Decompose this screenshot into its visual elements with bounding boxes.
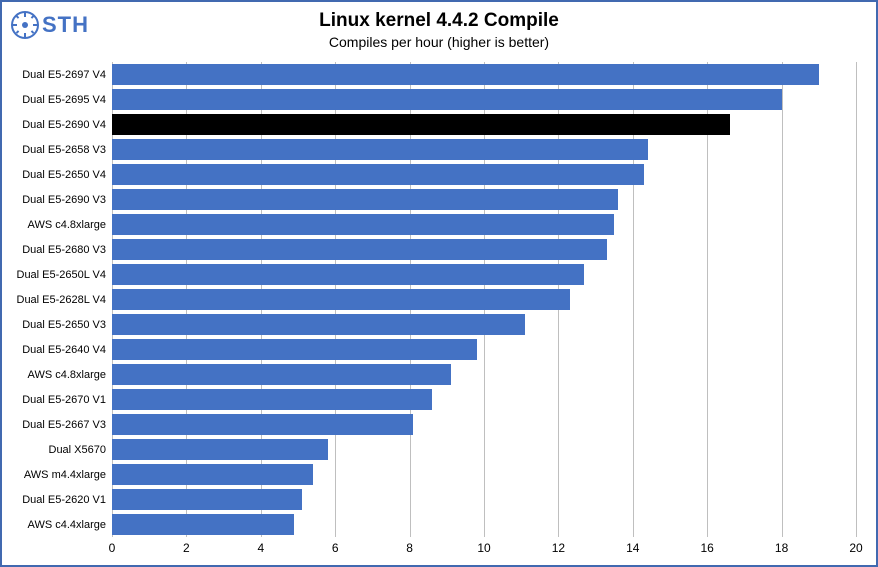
y-axis-label: AWS m4.4xlarge [24, 469, 112, 481]
y-axis-label: AWS c4.8xlarge [28, 219, 112, 231]
bar [112, 489, 302, 510]
bar-row: Dual X5670 [112, 437, 856, 462]
bar-row: Dual E5-2620 V1 [112, 487, 856, 512]
x-tick-label: 2 [183, 537, 190, 555]
chart-container: STH Linux kernel 4.4.2 Compile Compiles … [0, 0, 878, 567]
grid-line [856, 62, 857, 537]
y-axis-label: Dual E5-2690 V4 [22, 119, 112, 131]
x-tick-label: 10 [477, 537, 490, 555]
x-tick-label: 14 [626, 537, 639, 555]
bar [112, 414, 413, 435]
x-tick-label: 16 [701, 537, 714, 555]
bar [112, 439, 328, 460]
bar [112, 264, 584, 285]
chart-title: Linux kernel 4.4.2 Compile [2, 10, 876, 32]
y-axis-label: AWS c4.4xlarge [28, 519, 112, 531]
plot-area: 02468101214161820Dual E5-2697 V4Dual E5-… [112, 62, 856, 537]
y-axis-label: Dual E5-2658 V3 [22, 144, 112, 156]
bar [112, 514, 294, 535]
x-tick-label: 18 [775, 537, 788, 555]
bar [112, 114, 730, 135]
bar [112, 164, 644, 185]
bar [112, 389, 432, 410]
y-axis-label: Dual E5-2690 V3 [22, 194, 112, 206]
y-axis-label: AWS c4.8xlarge [28, 369, 112, 381]
y-axis-label: Dual E5-2650 V3 [22, 319, 112, 331]
bar-row: Dual E5-2695 V4 [112, 87, 856, 112]
y-axis-label: Dual E5-2670 V1 [22, 394, 112, 406]
bar [112, 139, 648, 160]
bar-row: AWS c4.8xlarge [112, 362, 856, 387]
bar [112, 189, 618, 210]
bar-row: AWS m4.4xlarge [112, 462, 856, 487]
bar-row: Dual E5-2650 V3 [112, 312, 856, 337]
bar-row: Dual E5-2697 V4 [112, 62, 856, 87]
bar [112, 214, 614, 235]
bar-row: Dual E5-2640 V4 [112, 337, 856, 362]
y-axis-label: Dual E5-2620 V1 [22, 494, 112, 506]
y-axis-label: Dual E5-2650 V4 [22, 169, 112, 181]
bar [112, 339, 477, 360]
bar-row: Dual E5-2690 V4 [112, 112, 856, 137]
bar [112, 239, 607, 260]
x-tick-label: 6 [332, 537, 339, 555]
y-axis-label: Dual X5670 [49, 444, 113, 456]
bar-row: Dual E5-2628L V4 [112, 287, 856, 312]
bar-row: Dual E5-2650L V4 [112, 262, 856, 287]
bar-row: AWS c4.4xlarge [112, 512, 856, 537]
y-axis-label: Dual E5-2650L V4 [17, 269, 113, 281]
y-axis-label: Dual E5-2628L V4 [17, 294, 113, 306]
x-tick-label: 4 [257, 537, 264, 555]
bar-row: Dual E5-2667 V3 [112, 412, 856, 437]
bar [112, 89, 782, 110]
x-tick-label: 12 [552, 537, 565, 555]
bar [112, 64, 819, 85]
bar [112, 314, 525, 335]
bar-row: Dual E5-2650 V4 [112, 162, 856, 187]
x-tick-label: 0 [109, 537, 116, 555]
bar-row: Dual E5-2670 V1 [112, 387, 856, 412]
y-axis-label: Dual E5-2697 V4 [22, 69, 112, 81]
x-tick-label: 8 [406, 537, 413, 555]
bar-row: Dual E5-2690 V3 [112, 187, 856, 212]
bar-row: Dual E5-2658 V3 [112, 137, 856, 162]
bar [112, 289, 570, 310]
bar [112, 364, 451, 385]
chart-subtitle: Compiles per hour (higher is better) [2, 34, 876, 50]
y-axis-label: Dual E5-2667 V3 [22, 419, 112, 431]
y-axis-label: Dual E5-2695 V4 [22, 94, 112, 106]
y-axis-label: Dual E5-2640 V4 [22, 344, 112, 356]
bar-row: Dual E5-2680 V3 [112, 237, 856, 262]
bar [112, 464, 313, 485]
x-tick-label: 20 [849, 537, 862, 555]
bar-row: AWS c4.8xlarge [112, 212, 856, 237]
y-axis-label: Dual E5-2680 V3 [22, 244, 112, 256]
